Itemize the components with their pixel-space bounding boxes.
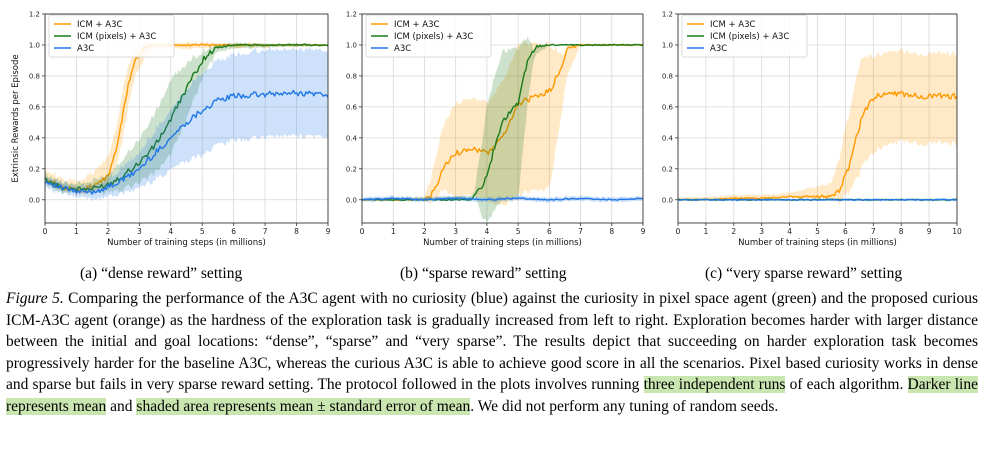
x-tick-label: 1 xyxy=(391,227,396,236)
legend-label-a3c: A3C xyxy=(710,44,727,54)
x-tick-label: 9 xyxy=(927,227,932,236)
line-icm xyxy=(677,90,958,201)
x-tick-label: 4 xyxy=(787,227,792,236)
legend-label-icm: ICM + A3C xyxy=(710,20,756,30)
legend-box xyxy=(365,14,492,58)
x-tick-label: 0 xyxy=(43,227,48,236)
line-a3c xyxy=(361,197,644,201)
x-axis-label: Number of training steps (in millions) xyxy=(107,238,266,248)
x-tick-label: 10 xyxy=(952,227,962,236)
y-tick-label: 0.6 xyxy=(346,103,358,111)
caption-text-4: . We did not perform any tuning of rando… xyxy=(470,397,779,415)
x-tick-label: 9 xyxy=(326,227,331,236)
x-tick-label: 3 xyxy=(759,227,764,236)
x-tick-label: 5 xyxy=(815,227,820,236)
x-tick-label: 8 xyxy=(609,227,614,236)
y-tick-label: 0.0 xyxy=(346,196,357,204)
band-pixels xyxy=(45,41,328,196)
panel-sparse-reward: 0.0 0.2 0.4 0.6 0.8 1.0 1.2 0 1 2 3 4 5 6 7 8 9 Number of… xyxy=(346,11,646,249)
legend-label-icm: ICM + A3C xyxy=(77,20,123,30)
x-tick-label: 2 xyxy=(105,227,110,236)
y-tick-label: 0.4 xyxy=(29,134,41,142)
x-tick-label: 0 xyxy=(676,227,681,236)
y-tick-label: 0.4 xyxy=(346,134,358,142)
x-tick-label: 5 xyxy=(200,227,205,236)
axes-frame xyxy=(361,13,644,224)
y-tick-label: 1.0 xyxy=(662,41,673,49)
caption-text-2: of each algorithm. xyxy=(785,376,908,393)
y-tick-label: 0.2 xyxy=(346,165,357,173)
legend-box xyxy=(681,14,808,58)
line-pixels xyxy=(44,43,329,192)
x-tick-label: 5 xyxy=(516,227,521,236)
y-tick-label: 0.0 xyxy=(29,196,40,204)
y-tick-label: 1.0 xyxy=(29,41,40,49)
legend-label-pixels: ICM (pixels) + A3C xyxy=(710,32,789,42)
legend-box xyxy=(48,14,175,58)
y-tick-label: 0.8 xyxy=(662,72,673,80)
y-tick-label: 0.4 xyxy=(662,134,674,142)
x-tick-label: 0 xyxy=(360,227,365,236)
y-tick-label: 0.8 xyxy=(346,72,357,80)
caption-highlight-runs: three independent runs xyxy=(643,376,786,393)
caption-highlight-shaded: shaded area represents mean ± standard e… xyxy=(136,397,471,415)
band-pixels xyxy=(362,36,643,223)
caption-text-1: Comparing the performance of the A3C age… xyxy=(6,290,978,393)
legend-label-pixels: ICM (pixels) + A3C xyxy=(77,32,156,42)
x-tick-label: 4 xyxy=(168,227,173,236)
subcaption-b: (b) “sparse reward” setting xyxy=(400,265,567,282)
y-tick-label: 0.2 xyxy=(29,165,40,173)
band-icm xyxy=(678,48,957,206)
subcaption-c: (c) “very sparse reward” setting xyxy=(705,265,903,282)
x-tick-label: 4 xyxy=(484,227,489,236)
x-tick-label: 8 xyxy=(294,227,299,236)
x-tick-label: 7 xyxy=(871,227,876,236)
figure-plots: 0.0 0.2 0.4 0.6 0.8 1.0 1.2 0 1 2 3 4 5 6 7 8 9 Number of… xyxy=(11,11,962,249)
x-axis-label: Number of training steps (in millions) xyxy=(423,238,582,248)
y-tick-label: 0.6 xyxy=(29,103,41,111)
y-tick-label: 0.6 xyxy=(662,103,674,111)
y-tick-label: 1.0 xyxy=(346,41,357,49)
line-a3c xyxy=(44,89,329,195)
y-tick-label: 1.2 xyxy=(662,11,673,19)
y-tick-label: 0.2 xyxy=(662,165,673,173)
panel-dense-reward: 0.0 0.2 0.4 0.6 0.8 1.0 1.2 0 1 2 3 4 5 6 7 8 9 Number of… xyxy=(11,11,331,249)
x-tick-label: 1 xyxy=(74,227,79,236)
x-tick-label: 8 xyxy=(899,227,904,236)
x-tick-label: 7 xyxy=(578,227,583,236)
y-tick-label: 1.2 xyxy=(29,11,40,19)
subcaption-a: (a) “dense reward” setting xyxy=(80,265,243,282)
x-tick-label: 3 xyxy=(137,227,142,236)
legend-label-a3c: A3C xyxy=(77,44,94,54)
line-pixels xyxy=(361,43,644,202)
x-tick-label: 7 xyxy=(263,227,268,236)
legend-label-pixels: ICM (pixels) + A3C xyxy=(394,32,473,42)
x-tick-label: 6 xyxy=(547,227,552,236)
legend-label-icm: ICM + A3C xyxy=(394,20,440,30)
x-tick-label: 3 xyxy=(453,227,458,236)
figure-caption: Figure 5. Comparing the performance of t… xyxy=(6,288,978,417)
x-tick-label: 9 xyxy=(641,227,646,236)
caption-label: Figure 5. xyxy=(6,290,64,307)
legend-label-a3c: A3C xyxy=(394,44,411,54)
caption-text-3: and xyxy=(106,397,137,415)
x-tick-label: 6 xyxy=(231,227,236,236)
x-axis-label: Number of training steps (in millions) xyxy=(738,238,897,248)
band-icm xyxy=(45,41,328,196)
x-tick-label: 6 xyxy=(843,227,848,236)
y-axis-label: Extrinsic Rewards per Episode xyxy=(11,54,21,182)
x-tick-label: 2 xyxy=(422,227,427,236)
x-tick-label: 2 xyxy=(731,227,736,236)
line-a3c xyxy=(677,198,958,201)
axes-frame xyxy=(44,13,329,224)
panel-very-sparse-reward: 0.0 0.2 0.4 0.6 0.8 1.0 1.2 0 1 2 3 4 5 6 7 8 9 10 Number … xyxy=(662,11,962,249)
y-tick-label: 1.2 xyxy=(346,11,357,19)
x-tick-label: 1 xyxy=(704,227,709,236)
y-tick-label: 0.0 xyxy=(662,196,673,204)
y-tick-label: 0.8 xyxy=(29,72,40,80)
